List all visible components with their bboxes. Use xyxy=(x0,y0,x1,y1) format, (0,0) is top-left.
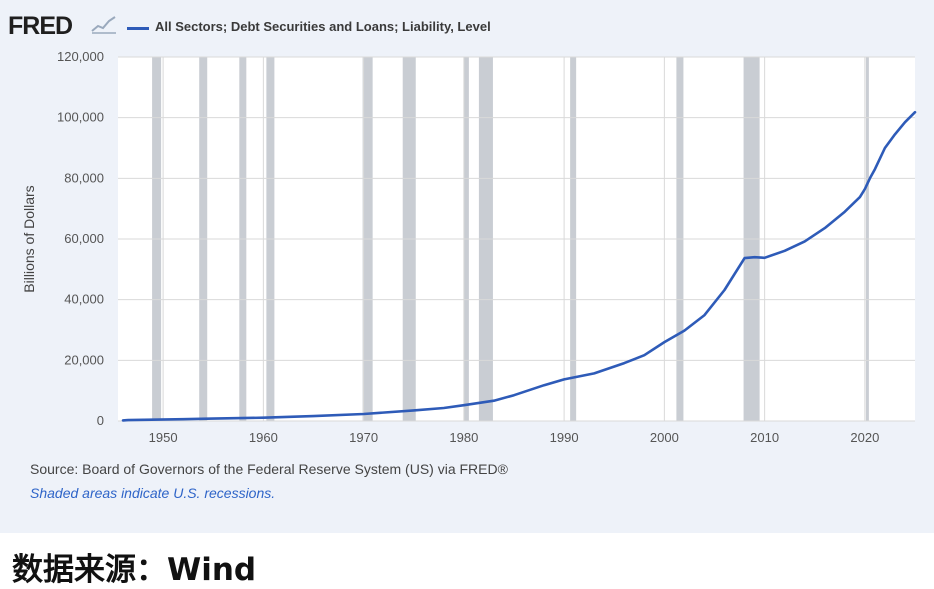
x-tick-label: 1950 xyxy=(149,430,178,445)
gridlines xyxy=(118,56,915,422)
source-text: Source: Board of Governors of the Federa… xyxy=(30,461,508,477)
y-tick-label: 0 xyxy=(97,413,104,428)
y-tick-label: 40,000 xyxy=(64,292,104,307)
legend-label: All Sectors; Debt Securities and Loans; … xyxy=(155,19,491,34)
line-chart: 020,00040,00060,00080,000100,000120,000 … xyxy=(21,49,917,445)
x-axis-ticks: 1950 1960 1970 1980 1990 2000 2010 2020 xyxy=(149,430,880,445)
fred-chart-logo-icon xyxy=(91,16,116,34)
recession-note: Shaded areas indicate U.S. recessions. xyxy=(30,485,276,501)
x-tick-label: 2010 xyxy=(750,430,779,445)
series-layer xyxy=(121,110,917,422)
y-tick-label: 20,000 xyxy=(64,352,104,367)
y-tick-label: 80,000 xyxy=(64,170,104,185)
x-tick-label: 2000 xyxy=(650,430,679,445)
data-source-caption: 数据来源：Wind xyxy=(12,552,257,588)
y-axis-label: Billions of Dollars xyxy=(21,185,37,292)
x-tick-label: 2020 xyxy=(850,430,879,445)
x-tick-label: 1960 xyxy=(249,430,278,445)
fred-logo: FRED xyxy=(8,12,73,40)
x-tick-label: 1970 xyxy=(349,430,378,445)
y-tick-label: 120,000 xyxy=(57,49,104,64)
y-tick-label: 100,000 xyxy=(57,110,104,125)
x-tick-label: 1990 xyxy=(550,430,579,445)
legend-swatch xyxy=(127,27,149,30)
series-line-0 xyxy=(121,110,917,422)
y-axis-ticks: 0 20,000 40,000 60,000 80,000 100,000 120,000 xyxy=(57,49,104,428)
x-tick-label: 1980 xyxy=(449,430,478,445)
y-tick-label: 60,000 xyxy=(64,231,104,246)
